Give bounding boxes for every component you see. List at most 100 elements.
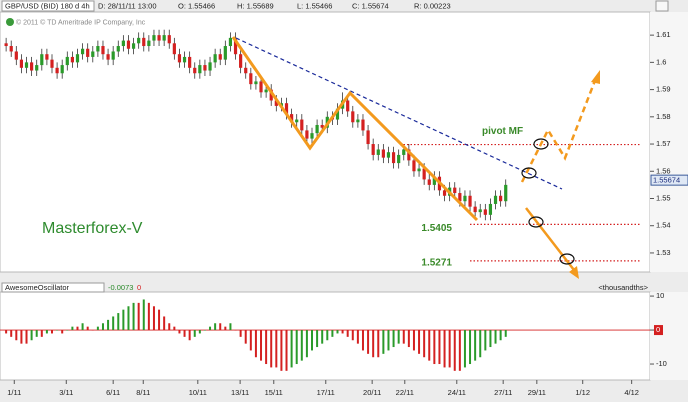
- candle-body: [152, 35, 156, 41]
- oscillator-bar: [96, 326, 99, 331]
- oscillator-bar: [367, 330, 370, 354]
- oscillator-bar: [265, 330, 268, 365]
- oscillator-bar: [209, 326, 212, 331]
- candle-body: [386, 152, 391, 158]
- indicator-box[interactable]: [1, 282, 105, 293]
- oscillator-bar: [484, 330, 487, 351]
- y-tick-label: 1.55: [656, 193, 671, 202]
- candle-body: [335, 108, 340, 120]
- oscillator-bar: [203, 330, 206, 331]
- candle-body: [208, 62, 212, 71]
- oscillator-bar: [392, 330, 395, 348]
- candle-body: [264, 89, 268, 93]
- x-tick-label: 13/11: [231, 388, 249, 397]
- forecast-down: [525, 207, 575, 271]
- candle-body: [254, 81, 258, 85]
- candle-body: [218, 54, 222, 60]
- candle-body: [284, 103, 289, 115]
- oscillator-bar: [351, 330, 354, 341]
- oscillator-bar: [219, 323, 222, 331]
- symbol: GBP/USD (BID) 180 d 4h: [5, 1, 90, 10]
- oscillator-bar: [112, 316, 115, 331]
- high: H: 1.55689: [237, 1, 274, 10]
- candle-body: [402, 149, 406, 155]
- oscillator-bar: [382, 330, 385, 354]
- forecast-up: [520, 77, 598, 183]
- oscillator-bar: [397, 330, 400, 344]
- oscillator-bar: [356, 330, 359, 344]
- candle-body: [346, 100, 350, 112]
- candle-body: [60, 65, 64, 74]
- candle-body: [483, 209, 487, 215]
- oscillator-axis: [650, 292, 688, 380]
- candle-body: [239, 54, 243, 68]
- oscillator-bar: [122, 309, 125, 331]
- candle-body: [244, 67, 248, 74]
- oscillator-bar: [260, 330, 263, 361]
- candle-body: [249, 73, 253, 85]
- oscillator-bar: [173, 326, 176, 331]
- level-label: 1.5271: [421, 257, 452, 268]
- oscillator-bar: [152, 306, 155, 331]
- oscillator-bar: [448, 330, 451, 368]
- oscillator-bar: [504, 330, 507, 337]
- x-tick-label: 1/11: [7, 388, 21, 397]
- oscillator-bar: [341, 330, 344, 334]
- candle-body: [106, 54, 110, 60]
- zero-box: [654, 325, 663, 336]
- oscillator-bar: [224, 326, 227, 331]
- candle-body: [101, 46, 105, 55]
- wave-line: [231, 36, 479, 222]
- candle-body: [24, 62, 29, 68]
- candle-body: [19, 59, 24, 68]
- candle-body: [366, 130, 370, 145]
- symbol-box[interactable]: [1, 0, 95, 12]
- oscillator-bar: [474, 330, 477, 361]
- candle-body: [351, 111, 355, 123]
- indicator-value: -0.0073: [108, 283, 133, 292]
- candle-body: [300, 119, 304, 131]
- candle-body: [45, 54, 49, 60]
- y-tick-label: 1.53: [656, 248, 671, 257]
- candle-body: [75, 54, 80, 63]
- x-tick-label: 15/11: [265, 388, 283, 397]
- candle-body: [177, 54, 182, 63]
- candle-body: [80, 48, 85, 55]
- candle-body: [361, 119, 365, 131]
- oscillator-bar: [239, 330, 242, 337]
- oscillator-bar: [45, 330, 48, 334]
- oscillator-bar: [311, 330, 313, 351]
- oscillator-bar: [316, 330, 319, 348]
- oscillator-bar: [244, 330, 247, 344]
- oscillator-bar: [336, 330, 339, 334]
- candle-body: [376, 149, 380, 155]
- oscillator-bar: [428, 330, 431, 361]
- range: R: 0.00223: [414, 1, 451, 10]
- oscillator-bar: [254, 330, 257, 358]
- oscillator-bar: [15, 330, 18, 341]
- watermark: Masterforex-V: [42, 220, 143, 237]
- indicator-title: AwesomeOscillator: [5, 283, 70, 292]
- oscillator-bar: [361, 330, 364, 351]
- candle-body: [142, 37, 146, 47]
- candle-body: [269, 89, 273, 101]
- candle-body: [488, 203, 493, 215]
- candle-body: [157, 35, 161, 41]
- copyright: © 2011 © TD Ameritrade IP Company, Inc: [16, 18, 146, 26]
- candle-body: [478, 209, 482, 213]
- candle-body: [55, 67, 59, 74]
- candle-body: [91, 51, 95, 57]
- candle-body: [9, 46, 13, 52]
- marker-circle: [528, 216, 544, 228]
- candle-body: [315, 124, 319, 134]
- candle-body: [381, 149, 385, 158]
- oscillator-bar: [290, 330, 293, 368]
- level-label: pivot MF: [482, 126, 523, 137]
- candle-body: [40, 54, 44, 66]
- oscillator-bar: [66, 330, 69, 331]
- menu-button[interactable]: [655, 0, 669, 12]
- candle-body: [188, 56, 192, 68]
- marker-circle: [521, 167, 537, 179]
- candle-body: [147, 40, 151, 47]
- candle-body: [198, 65, 202, 74]
